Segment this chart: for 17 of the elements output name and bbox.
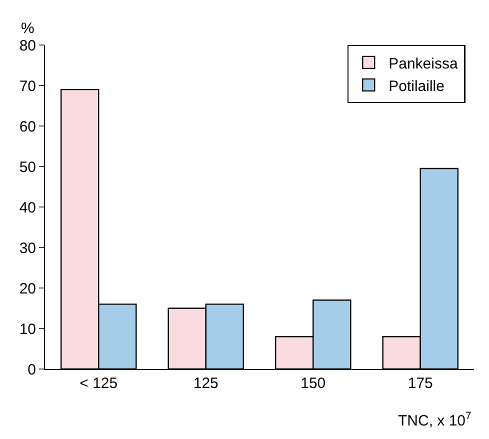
x-tick-label: < 125 [80,375,118,392]
y-tick-label: 30 [19,240,36,257]
y-tick-label: 40 [19,199,36,216]
y-axis-title: % [21,20,34,37]
y-tick-label: 10 [19,320,36,338]
x-tick-label: 125 [193,375,218,392]
x-axis-title: TNC, x 10$^{7}$ [398,410,472,430]
legend-label: Pankeissa [388,55,458,72]
y-tick-label: 20 [19,280,36,298]
y-tick-label: 80 [19,37,36,54]
y-tick-label: 70 [19,78,36,95]
y-tick-label: 60 [19,118,36,136]
y-tick-label: 50 [19,158,36,176]
y-tick-label: 0 [28,361,36,378]
x-tick-label: 175 [408,375,433,392]
x-tick-label: 150 [300,375,326,392]
legend-label: Potilaille [388,78,444,95]
